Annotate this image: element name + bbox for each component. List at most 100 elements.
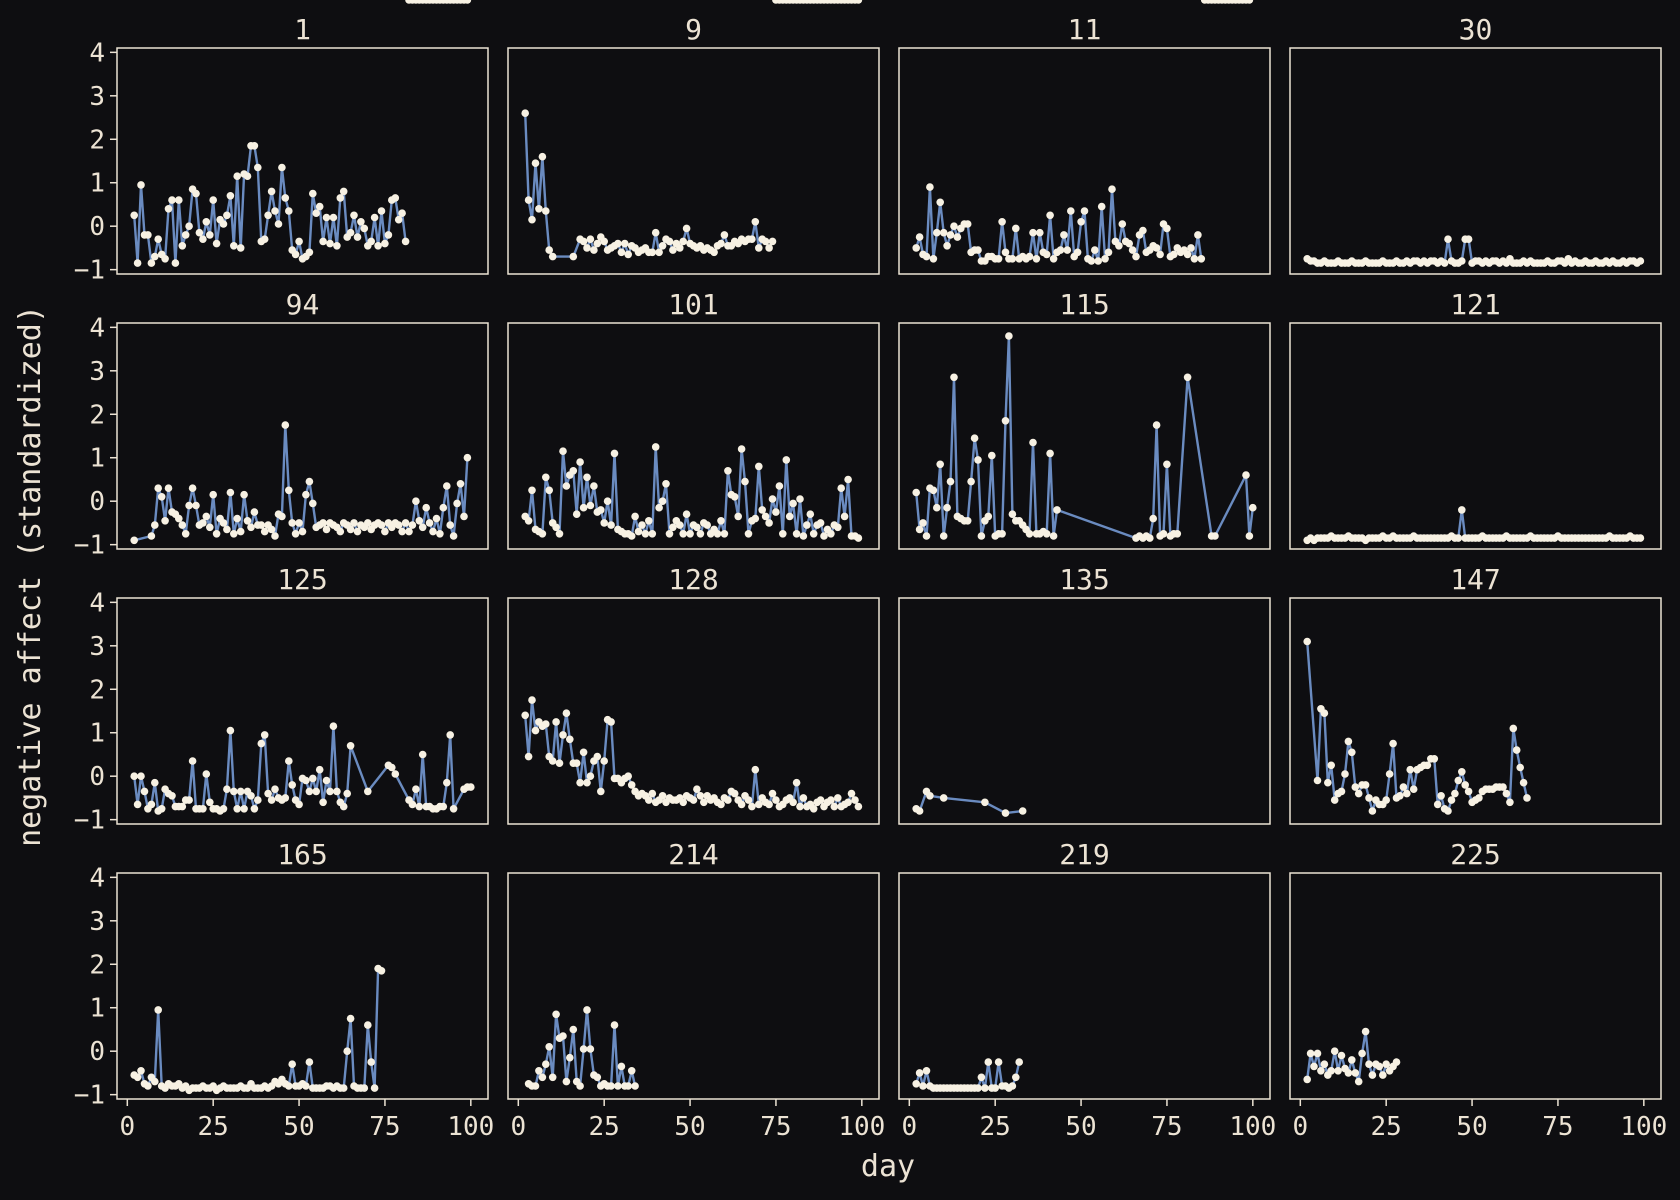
data-point <box>253 163 262 172</box>
data-point <box>1464 235 1473 243</box>
data-point <box>645 517 653 525</box>
panel-125: 125 −1 0 1 2 3 4 <box>74 563 489 836</box>
data-point <box>1173 530 1182 538</box>
data-point <box>562 482 571 490</box>
data-point <box>1156 250 1164 259</box>
data-point <box>226 488 235 497</box>
data-point <box>154 235 162 243</box>
data-point <box>583 473 591 482</box>
data-point <box>926 792 934 800</box>
data-point <box>449 532 458 540</box>
panel-frame <box>1289 47 1662 275</box>
data-point <box>230 530 238 538</box>
data-point <box>178 521 187 529</box>
x-tick-label: 25 <box>980 1112 1011 1142</box>
data-point <box>981 1084 989 1092</box>
data-point <box>223 211 231 220</box>
data-point <box>1170 250 1178 259</box>
data-point <box>1509 724 1518 733</box>
x-tick-label: 25 <box>589 1112 620 1142</box>
data-point <box>939 532 948 540</box>
data-point <box>751 514 760 523</box>
panel-frame <box>507 47 880 275</box>
data-point <box>977 532 986 540</box>
data-point <box>717 239 725 248</box>
data-point <box>257 521 266 529</box>
data-point <box>285 486 293 495</box>
data-point <box>302 776 310 785</box>
data-point <box>851 796 859 804</box>
data-point <box>185 222 193 230</box>
data-point <box>1067 207 1075 215</box>
data-point <box>467 783 475 791</box>
data-point <box>912 488 920 497</box>
data-point <box>854 0 863 4</box>
x-tick-label: 75 <box>760 1112 791 1142</box>
data-point <box>1163 224 1171 233</box>
data-point <box>1358 1049 1366 1058</box>
data-point <box>700 798 708 807</box>
data-point <box>381 527 389 536</box>
data-point <box>950 222 958 230</box>
data-point <box>837 484 845 493</box>
data-point <box>748 802 756 811</box>
panel-214: 214 0 25 50 75 100 <box>507 838 885 1142</box>
data-point <box>1327 761 1335 770</box>
data-point <box>192 501 200 510</box>
panel-title: 219 <box>1059 838 1110 871</box>
data-point <box>381 239 389 248</box>
panel-frame <box>507 597 880 825</box>
data-point <box>552 1010 560 1019</box>
data-point <box>586 501 595 510</box>
panel-frame <box>116 322 489 550</box>
data-point <box>422 503 431 512</box>
data-point <box>133 1073 142 1082</box>
data-point <box>1073 248 1082 257</box>
data-point <box>579 503 588 512</box>
data-point <box>792 778 801 787</box>
data-point <box>333 787 341 796</box>
data-point <box>181 231 190 239</box>
x-tick-label: 100 <box>1620 1112 1667 1142</box>
data-point <box>803 521 811 529</box>
data-point <box>1464 787 1473 796</box>
data-point <box>1379 1071 1387 1079</box>
data-point <box>806 510 815 518</box>
data-point <box>346 228 355 237</box>
data-point <box>178 242 187 250</box>
data-point <box>950 373 958 382</box>
data-point <box>724 796 732 804</box>
data-point <box>305 787 314 796</box>
data-point <box>364 787 372 796</box>
data-point <box>555 759 564 767</box>
panel-frame <box>507 322 880 550</box>
data-point <box>405 527 413 536</box>
data-point <box>538 1073 547 1082</box>
panel-frame <box>898 47 1271 275</box>
data-point <box>1351 783 1360 791</box>
data-point <box>765 800 773 809</box>
panel-11: 11 <box>898 0 1271 275</box>
data-point <box>748 235 756 243</box>
data-point <box>827 530 835 538</box>
data-point <box>799 532 808 540</box>
data-point <box>144 231 152 239</box>
data-point <box>933 503 941 512</box>
data-point <box>590 246 598 254</box>
x-tick-label: 0 <box>1292 1112 1308 1142</box>
data-point <box>1245 532 1254 540</box>
data-point <box>1042 530 1051 538</box>
data-point <box>429 527 437 536</box>
data-point <box>206 523 214 532</box>
data-point <box>765 519 773 527</box>
y-tick-label: 4 <box>89 313 105 343</box>
data-point <box>147 800 156 809</box>
data-point <box>984 1058 993 1066</box>
data-point <box>377 967 386 975</box>
panel-135: 135 <box>898 563 1271 825</box>
data-point <box>370 213 379 222</box>
data-point <box>658 497 667 506</box>
data-point <box>634 527 643 536</box>
data-point <box>1447 796 1456 804</box>
data-point <box>648 789 657 798</box>
